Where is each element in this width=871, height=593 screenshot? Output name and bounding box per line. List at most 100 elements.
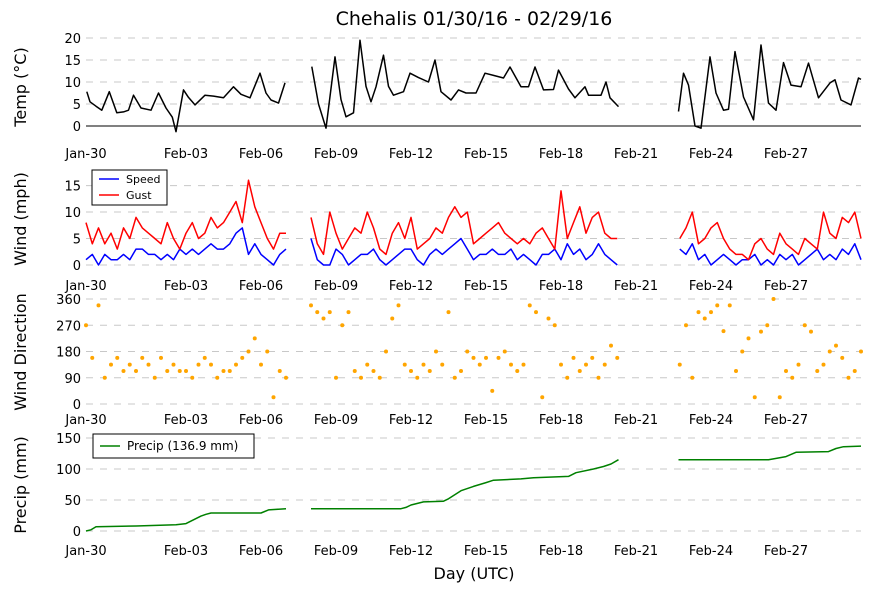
precip-panel: 0 50 100 150 Jan-30 Feb-03 Feb-06 Feb-09 Feb-12 F… [11,432,862,559]
dir-x-tick-label: Jan-30 [64,413,106,428]
dir-data-point [446,310,451,315]
dir-data-point [809,329,813,334]
dir-data-point [321,316,326,321]
dir-x-tick-label: Feb-12 [389,413,433,428]
dir-data-point [740,349,745,354]
dir-data-point [171,362,176,367]
dir-data-point [784,369,788,374]
legend-label: Speed [126,173,160,186]
precip-precip-line [311,459,619,510]
temp-x-tick-label: Jan-30 [64,147,106,162]
dir-data-point [859,349,863,354]
chart-title: Chehalis 01/30/16 - 02/29/16 [336,8,613,30]
dir-data-point [602,362,607,367]
dir-x-tick-label: Feb-15 [464,413,508,428]
dir-data-point [190,375,195,380]
dir-data-point [846,375,851,380]
precip-y-tick-label: 150 [56,432,81,447]
temp-y-axis-label: Temp (°C) [11,47,30,127]
precip-x-tick-label: Feb-12 [389,544,433,559]
temp-y-tick-label: 0 [73,120,81,135]
temp-y-tick-label: 5 [73,98,81,113]
dir-x-tick-label: Feb-06 [239,413,283,428]
dir-data-point [527,303,532,308]
dir-data-point [346,310,351,315]
precip-x-tick-label: Feb-15 [464,544,508,559]
dir-x-tick-label: Feb-24 [689,413,733,428]
temp-x-tick-label: Feb-06 [239,147,283,162]
precip-x-tick-label: Feb-21 [614,544,658,559]
dir-data-point [134,369,138,374]
dir-data-point [777,395,782,400]
dir-data-point [146,362,151,367]
precip-x-tick-label: Feb-03 [164,544,208,559]
legend-label: Precip (136.9 mm) [127,439,238,453]
dir-data-point [452,375,457,380]
dir-data-point [534,310,538,315]
dir-data-point [109,362,113,367]
dir-y-tick-label: 360 [56,293,81,308]
dir-data-point [715,303,720,308]
wind-x-tick-label: Feb-24 [689,279,733,294]
dir-panel: 0 90 180 270 360 Jan-30 Feb-03 Feb-06 Feb-09 Feb-… [11,293,863,428]
dir-data-point [596,375,601,380]
temp-x-tick-label: Feb-03 [164,147,208,162]
legend-label: Gust [126,189,152,202]
dir-data-point [477,362,482,367]
dir-data-point [834,343,838,348]
wind-gust-line [310,190,618,256]
dir-data-point [202,355,207,360]
wind-x-tick-label: Jan-30 [64,279,106,294]
wind-x-tick-label: Feb-03 [164,279,208,294]
precip-precip-line [85,507,287,532]
wind-x-tick-label: Feb-12 [389,279,433,294]
dir-data-point [502,349,507,354]
dir-data-point [815,369,820,374]
dir-data-point [152,375,157,380]
dir-data-point [577,369,582,374]
dir-x-tick-label: Feb-27 [764,413,808,428]
wind-x-tick-label: Feb-06 [239,279,283,294]
temp-temp-line [311,39,620,129]
wind-x-tick-label: Feb-09 [314,279,358,294]
dir-data-point [196,362,201,367]
dir-data-point [421,362,426,367]
dir-y-tick-label: 90 [64,372,81,387]
dir-data-point [365,362,370,367]
dir-data-point [852,369,857,374]
precip-precip-line [678,445,862,461]
dir-data-point [496,355,501,360]
wind-speed-line [85,227,287,266]
precip-legend: Precip (136.9 mm) [92,433,255,459]
dir-data-point [121,369,126,374]
dir-data-point [484,355,488,360]
dir-data-point [746,336,751,341]
dir-data-point [90,355,95,360]
dir-data-point [752,395,757,400]
precip-x-tick-label: Feb-18 [539,544,583,559]
dir-data-point [159,355,163,360]
temp-x-tick-label: Feb-27 [764,147,808,162]
temp-x-tick-label: Feb-21 [614,147,658,162]
dir-data-point [234,362,238,367]
dir-data-point [334,375,338,380]
temp-x-tick-label: Feb-18 [539,147,583,162]
dir-data-point [434,349,438,354]
wind-x-tick-label: Feb-27 [764,279,808,294]
dir-data-point [615,355,620,360]
dir-y-tick-label: 270 [56,319,81,334]
wind-gust-line [679,211,862,261]
dir-data-point [227,369,232,374]
precip-x-tick-label: Feb-24 [689,544,733,559]
dir-data-point [384,349,388,354]
dir-data-point [390,316,395,321]
dir-data-point [565,375,570,380]
dir-data-point [727,303,732,308]
dir-data-point [584,362,588,367]
dir-data-point [309,303,313,308]
precip-y-tick-label: 0 [73,525,81,540]
dir-y-tick-label: 0 [73,398,81,413]
wind-y-tick-label: 10 [64,206,81,221]
dir-data-point [734,369,738,374]
temp-y-tick-label: 15 [64,54,81,69]
